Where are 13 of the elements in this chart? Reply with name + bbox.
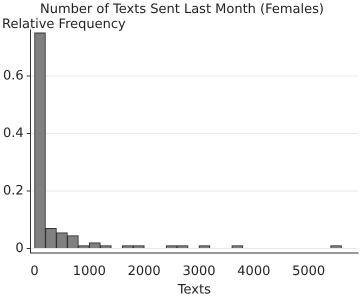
chart-title: Number of Texts Sent Last Month (Females)	[40, 2, 324, 17]
x-tick-label: 2000	[128, 264, 161, 279]
y-tick-label: 0	[15, 240, 24, 256]
y-tick-label: 0.2	[2, 183, 24, 198]
y-axis-title: Relative Frequency	[2, 16, 126, 32]
y-tick-label: 0.4	[2, 126, 24, 141]
y-tick-label: 0.6	[2, 68, 24, 84]
x-tick-label: 0	[30, 264, 39, 279]
x-tick-label: 5000	[292, 264, 326, 279]
x-tick-label: 3000	[182, 264, 216, 279]
x-tick-label: 4000	[237, 264, 270, 279]
x-tick-label: 1000	[72, 264, 106, 279]
x-axis-title: Texts	[176, 282, 212, 298]
